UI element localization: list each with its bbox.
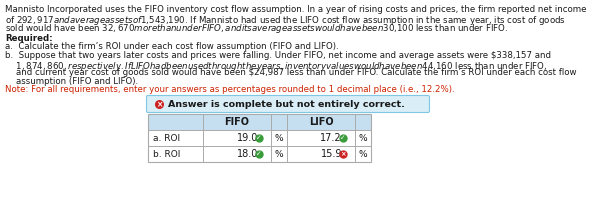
Text: b.  Suppose that two years later costs and prices were falling. Under FIFO, net : b. Suppose that two years later costs an… bbox=[5, 51, 551, 60]
Text: 17.2: 17.2 bbox=[321, 133, 342, 143]
Text: ×: × bbox=[340, 151, 345, 157]
Text: 18.0: 18.0 bbox=[237, 149, 258, 159]
Text: a.  Calculate the firm’s ROI under each cost flow assumption (FIFO and LIFO).: a. Calculate the firm’s ROI under each c… bbox=[5, 42, 339, 51]
Text: ✓: ✓ bbox=[257, 151, 262, 157]
Text: of $292,917 and average assets of $1,543,190. If Mannisto had used the LIFO cost: of $292,917 and average assets of $1,543… bbox=[5, 14, 566, 27]
FancyBboxPatch shape bbox=[146, 95, 430, 112]
Text: FIFO: FIFO bbox=[224, 117, 249, 127]
Text: ×: × bbox=[156, 100, 162, 109]
Text: Required:: Required: bbox=[5, 34, 53, 43]
Text: %: % bbox=[275, 133, 283, 143]
Text: a. ROI: a. ROI bbox=[153, 133, 180, 143]
Text: %: % bbox=[359, 150, 367, 158]
Text: %: % bbox=[275, 150, 283, 158]
Bar bbox=[148, 114, 371, 130]
Text: 19.0: 19.0 bbox=[237, 133, 258, 143]
Text: LIFO: LIFO bbox=[309, 117, 333, 127]
Text: assumption (FIFO and LIFO).: assumption (FIFO and LIFO). bbox=[5, 77, 138, 86]
Bar bbox=[148, 114, 371, 162]
Text: b. ROI: b. ROI bbox=[153, 150, 180, 158]
Text: Note: For all requirements, enter your answers as percentages rounded to 1 decim: Note: For all requirements, enter your a… bbox=[5, 85, 454, 94]
Text: ✓: ✓ bbox=[257, 135, 262, 141]
Text: ✓: ✓ bbox=[340, 135, 345, 141]
Text: 15.9: 15.9 bbox=[321, 149, 342, 159]
Text: Mannisto Incorporated uses the FIFO inventory cost flow assumption. In a year of: Mannisto Incorporated uses the FIFO inve… bbox=[5, 5, 586, 14]
Text: and current year cost of goods sold would have been $24,987 less than under FIFO: and current year cost of goods sold woul… bbox=[5, 68, 577, 77]
Text: Answer is complete but not entirely correct.: Answer is complete but not entirely corr… bbox=[168, 99, 405, 109]
Text: sold would have been $32,670 more than under FIFO, and its average assets would : sold would have been $32,670 more than u… bbox=[5, 22, 508, 35]
Text: $1,874,860, respectively. If LIFO had been used through the years, inventory val: $1,874,860, respectively. If LIFO had be… bbox=[5, 60, 548, 73]
Text: %: % bbox=[359, 133, 367, 143]
